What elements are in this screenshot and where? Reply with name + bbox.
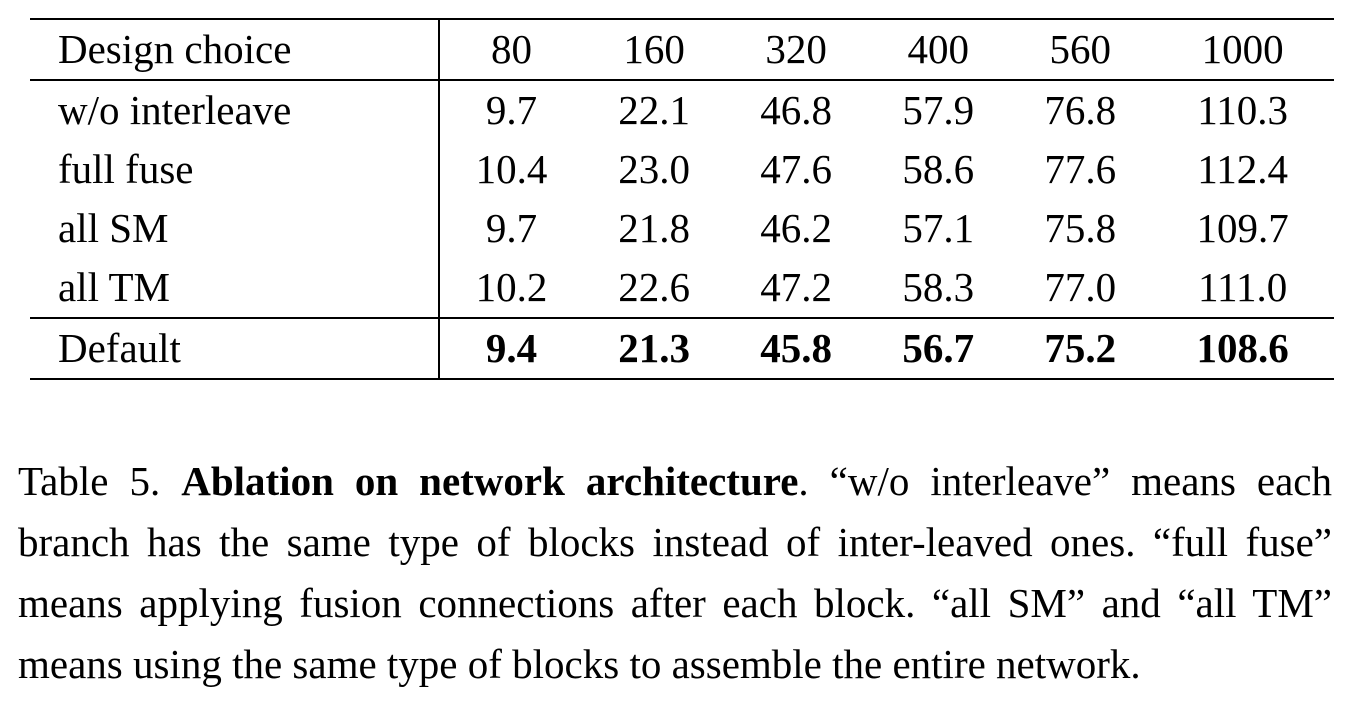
table-cell: 46.8 (760, 87, 833, 133)
table-cell: 57.9 (902, 87, 975, 133)
ablation-table-container: Design choice 80 160 320 400 560 1000 w/… (30, 18, 1334, 380)
header-col-1000: 1000 (1201, 26, 1284, 72)
table-cell: 109.7 (1196, 205, 1289, 251)
table-cell: 21.8 (618, 205, 690, 251)
header-col-320: 320 (765, 26, 827, 72)
table-cell: 75.8 (1044, 205, 1117, 251)
table-caption: Table 5. Ablation on network architectur… (18, 451, 1332, 695)
header-col-560: 560 (1049, 26, 1112, 72)
row-label-default: Default (30, 318, 440, 379)
table-cell: 22.1 (618, 87, 690, 133)
table-cell: 22.6 (618, 264, 690, 310)
table-cell: 58.3 (902, 264, 975, 310)
ablation-table: Design choice 80 160 320 400 560 1000 w/… (30, 18, 1334, 380)
table-row: all SM 9.7 21.8 46.2 57.1 75.8 109.7 (30, 199, 1334, 258)
table-header-row: Design choice 80 160 320 400 560 1000 (30, 19, 1334, 80)
header-col-80: 80 (491, 26, 533, 72)
row-label: all SM (30, 199, 440, 258)
caption-prefix: Table 5. (18, 458, 182, 504)
table-cell: 58.6 (902, 146, 975, 192)
table-cell: 110.3 (1197, 87, 1289, 133)
table-cell: 111.0 (1198, 264, 1288, 310)
table-cell: 23.0 (618, 146, 690, 192)
table-cell-best: 9.4 (485, 325, 538, 371)
row-label: all TM (30, 258, 440, 318)
table-cell: 10.2 (475, 264, 548, 310)
table-cell-best: 45.8 (760, 325, 833, 371)
table-cell: 46.2 (760, 205, 833, 251)
header-design-choice: Design choice (30, 19, 440, 80)
table-cell: 9.7 (485, 205, 538, 251)
header-col-160: 160 (623, 26, 685, 72)
caption-title: Ablation on network architecture (181, 458, 799, 504)
table-cell-best: 108.6 (1196, 325, 1289, 371)
caption-body: . “w/o interleave” means each branch has… (18, 458, 1332, 687)
default-row: Default 9.4 21.3 45.8 56.7 75.2 108.6 (30, 318, 1334, 379)
table-cell: 10.4 (475, 146, 548, 192)
table-cell: 47.6 (760, 146, 833, 192)
table-cell: 57.1 (902, 205, 975, 251)
table-cell-best: 56.7 (902, 325, 975, 371)
header-col-400: 400 (907, 26, 969, 72)
table-row: w/o interleave 9.7 22.1 46.8 57.9 76.8 1… (30, 80, 1334, 140)
table-row: full fuse 10.4 23.0 47.6 58.6 77.6 112.4 (30, 140, 1334, 199)
row-label: w/o interleave (30, 80, 440, 140)
table-cell: 9.7 (485, 87, 538, 133)
table-cell: 112.4 (1197, 146, 1289, 192)
table-cell-best: 21.3 (618, 325, 690, 371)
table-cell-best: 75.2 (1044, 325, 1117, 371)
table-cell: 47.2 (760, 264, 833, 310)
table-cell: 76.8 (1044, 87, 1117, 133)
row-label: full fuse (30, 140, 440, 199)
table-cell: 77.6 (1044, 146, 1117, 192)
table-row: all TM 10.2 22.6 47.2 58.3 77.0 111.0 (30, 258, 1334, 318)
table-cell: 77.0 (1044, 264, 1117, 310)
